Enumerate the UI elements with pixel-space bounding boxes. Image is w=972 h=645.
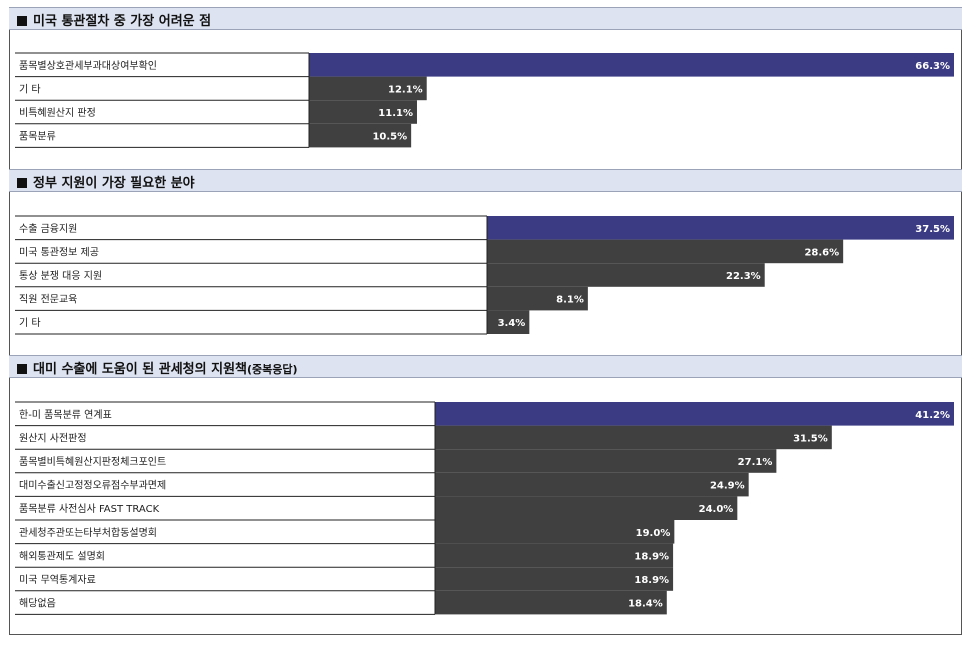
category-label: 관세청주관또는타부처합동설명회 bbox=[19, 527, 157, 539]
category-label: 품목분류 bbox=[19, 131, 56, 143]
category-label: 품목별비특혜원산지판정체크포인트 bbox=[19, 456, 166, 468]
category-label: 기 타 bbox=[19, 83, 41, 95]
bar bbox=[435, 590, 667, 615]
category-label: 통상 분쟁 대응 지원 bbox=[19, 270, 102, 282]
section-header: 대미 수출에 도움이 된 관세청의 지원책(중복응답) bbox=[9, 355, 962, 378]
chart-title: 미국 통관절차 중 가장 어려운 점 bbox=[33, 14, 212, 29]
section-kcs-support: 대미 수출에 도움이 된 관세청의 지원책(중복응답) 한-미 품목분류 연계표… bbox=[9, 355, 962, 635]
value-label: 41.2% bbox=[915, 410, 950, 421]
category-label: 한-미 품목분류 연계표 bbox=[19, 409, 112, 421]
value-label: 18.9% bbox=[634, 575, 669, 586]
category-label: 직원 전문교육 bbox=[19, 294, 77, 306]
bar bbox=[435, 496, 738, 520]
value-label: 28.6% bbox=[804, 247, 839, 258]
value-label: 10.5% bbox=[372, 132, 407, 143]
value-label: 31.5% bbox=[793, 433, 828, 444]
bar bbox=[435, 543, 674, 568]
chart-gov-support: 수출 금융지원 37.5% 미국 통관정보 제공 28.6% 통상 분쟁 대응 지원 22… bbox=[15, 215, 954, 335]
value-label: 27.1% bbox=[738, 457, 773, 468]
value-label: 11.1% bbox=[378, 108, 413, 119]
category-label: 해외통관제도 설명회 bbox=[19, 549, 105, 562]
bar bbox=[435, 425, 832, 450]
chart-title: 정부 지원이 가장 필요한 분야 bbox=[33, 176, 195, 191]
chart-title: 대미 수출에 도움이 된 관세청의 지원책 bbox=[33, 362, 247, 377]
section-title: 정부 지원이 가장 필요한 분야 bbox=[17, 172, 195, 191]
chart-customs-difficulty: 품목별상호관세부과대상여부확인 66.3% 기 타 12.1% 비특혜원산지 판정 11.… bbox=[15, 52, 954, 148]
value-label: 12.1% bbox=[388, 84, 423, 95]
section-header: 정부 지원이 가장 필요한 분야 bbox=[9, 169, 962, 192]
section-title: 미국 통관절차 중 가장 어려운 점 bbox=[17, 10, 211, 29]
section-header: 미국 통관절차 중 가장 어려운 점 bbox=[9, 7, 962, 30]
square-bullet-icon bbox=[17, 178, 27, 188]
value-label: 8.1% bbox=[556, 295, 584, 306]
bar bbox=[487, 239, 844, 264]
category-label: 미국 통관정보 제공 bbox=[19, 246, 99, 258]
value-label: 19.0% bbox=[636, 528, 671, 539]
bar bbox=[487, 286, 588, 311]
square-bullet-icon bbox=[17, 364, 27, 374]
value-label: 24.0% bbox=[699, 504, 734, 515]
bar bbox=[487, 310, 530, 334]
value-label: 24.9% bbox=[710, 481, 745, 492]
value-label: 22.3% bbox=[726, 271, 761, 282]
value-label: 18.4% bbox=[628, 599, 663, 610]
bar bbox=[435, 449, 777, 473]
section-customs-difficulty: 미국 통관절차 중 가장 어려운 점 품목별상호관세부과대상여부확인 66.3% 기… bbox=[9, 7, 962, 169]
category-label: 대미수출신고정정오류점수부과면제 bbox=[19, 480, 166, 492]
bar bbox=[487, 216, 954, 240]
category-label: 비특혜원산지 판정 bbox=[19, 107, 96, 119]
category-label: 수출 금융지원 bbox=[19, 223, 77, 235]
bar bbox=[309, 100, 417, 124]
category-label: 품목분류 사전심사 FAST TRACK bbox=[19, 503, 160, 515]
section-title: 대미 수출에 도움이 된 관세청의 지원책(중복응답) bbox=[17, 358, 298, 377]
square-bullet-icon bbox=[17, 16, 27, 26]
bar bbox=[435, 472, 749, 497]
section-gov-support: 정부 지원이 가장 필요한 분야 수출 금융지원 37.5% 미국 통관정보 제공 2… bbox=[9, 169, 962, 356]
bar bbox=[435, 567, 674, 591]
value-label: 18.9% bbox=[634, 551, 669, 562]
bar bbox=[435, 402, 954, 426]
bar bbox=[487, 263, 765, 287]
category-label: 기 타 bbox=[19, 317, 41, 329]
category-label: 해당없음 bbox=[19, 597, 56, 610]
value-label: 3.4% bbox=[498, 318, 526, 329]
bar bbox=[309, 76, 427, 101]
category-label: 품목별상호관세부과대상여부확인 bbox=[19, 60, 157, 72]
chart-subtitle: (중복응답) bbox=[247, 363, 298, 376]
category-label: 원산지 사전판정 bbox=[19, 432, 87, 444]
chart-kcs-support: 한-미 품목분류 연계표 41.2% 원산지 사전판정 31.5% 품목별비특혜원산지판… bbox=[15, 401, 954, 615]
value-label: 37.5% bbox=[915, 224, 950, 235]
value-label: 66.3% bbox=[915, 61, 950, 72]
bar bbox=[435, 520, 675, 544]
bar bbox=[309, 53, 954, 77]
category-label: 미국 무역통계자료 bbox=[19, 574, 96, 586]
bar bbox=[309, 123, 412, 148]
